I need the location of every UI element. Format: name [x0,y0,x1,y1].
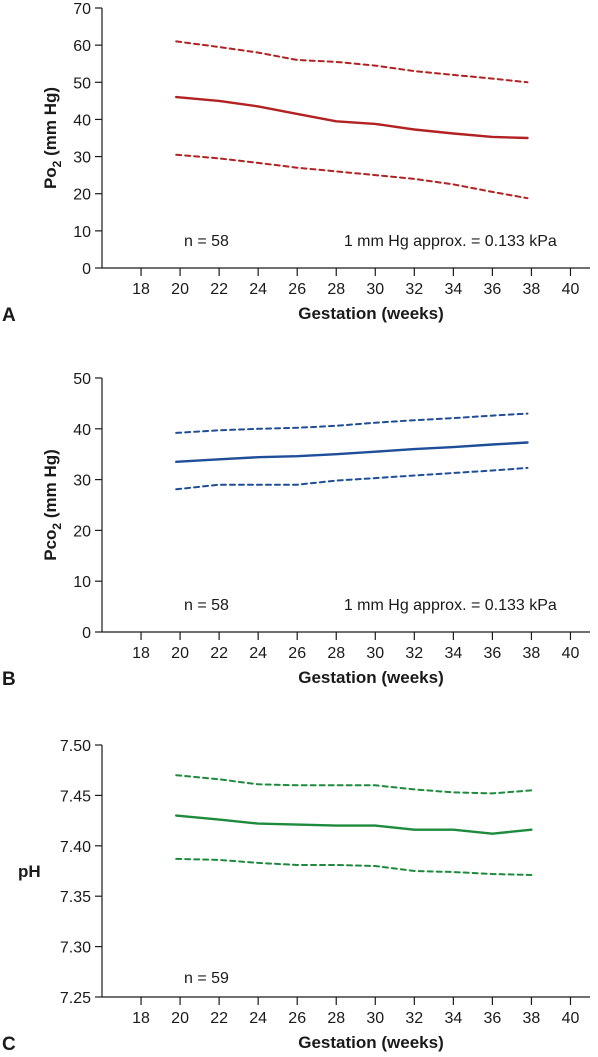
y-tick-label: 30 [73,150,91,167]
x-tick-label: 30 [366,281,384,298]
panel-letter: C [2,1034,16,1055]
annotation-text: 1 mm Hg approx. = 0.133 kPa [344,597,557,614]
x-tick-label: 32 [405,281,423,298]
chart-panel-b: 0 10 20 30 40 50 18 20 22 24 26 28 30 32 34 36 38 40 Gesta… [2,371,590,690]
x-tick-label: 38 [523,281,541,298]
x-tick-label: 28 [327,645,345,662]
y-tick-label: 7.35 [60,889,91,906]
x-tick-label: 18 [132,281,150,298]
y-tick-label: 70 [73,1,91,18]
x-tick-label: 26 [288,1010,306,1027]
x-tick-label: 40 [562,645,580,662]
y-tick-label: 50 [73,75,91,92]
series-line-dashed [175,153,529,200]
x-tick-label: 38 [523,645,541,662]
x-tick-label: 36 [484,645,502,662]
y-tick-label: 30 [73,473,91,490]
x-tick-label: 18 [132,645,150,662]
x-tick-label: 20 [171,281,189,298]
series-line-solid [175,95,529,140]
y-axis-title: Pco2 (mm Hg) [41,449,64,561]
y-tick-label: 60 [73,38,91,55]
x-tick-label: 22 [210,1010,228,1027]
x-tick-label: 34 [444,645,462,662]
x-tick-label: 32 [405,1010,423,1027]
y-axis-title-subscript: 2 [50,160,64,167]
y-tick-label: 7.30 [60,940,91,957]
annotation-text: n = 58 [184,233,229,250]
x-tick-label: 38 [523,1010,541,1027]
series-line-solid [175,814,533,835]
x-tick-label: 22 [210,281,228,298]
x-tick-label: 26 [288,645,306,662]
x-tick-label: 20 [171,1010,189,1027]
x-tick-label: 36 [484,281,502,298]
x-tick-label: 30 [366,645,384,662]
series-line-dashed [175,857,533,876]
y-tick-label: 40 [73,112,91,129]
series-line-dashed [175,40,529,84]
x-tick-label: 26 [288,281,306,298]
x-tick-label: 34 [444,1010,462,1027]
x-tick-label: 40 [562,281,580,298]
y-axis-title-unit: (mm Hg) [41,449,60,523]
y-axis-title-main: Pco [41,530,60,561]
x-tick-label: 24 [249,281,267,298]
chart-panel-a: 0 10 20 30 40 50 60 70 18 20 22 24 26 28 30 32 34 36 38 40 G… [2,1,590,326]
y-tick-label: 50 [73,371,91,388]
y-tick-label: 10 [73,224,91,241]
x-tick-label: 28 [327,281,345,298]
x-axis-title: Gestation (weeks) [298,1033,444,1052]
series-line-dashed [175,774,533,795]
x-axis-title: Gestation (weeks) [298,304,444,323]
x-tick-label: 24 [249,645,267,662]
annotation-text: 1 mm Hg approx. = 0.133 kPa [344,233,557,250]
y-tick-label: 7.45 [60,788,91,805]
x-tick-label: 24 [249,1010,267,1027]
y-tick-label: 0 [82,261,91,278]
x-tick-label: 40 [562,1010,580,1027]
panel-letter: B [2,669,16,690]
y-tick-label: 10 [73,574,91,591]
y-tick-label: 0 [82,625,91,642]
x-tick-label: 18 [132,1010,150,1027]
series-line-dashed [175,412,529,434]
chart-panel-c: 7.25 7.30 7.35 7.40 7.45 7.50 18 20 22 24 26 28 30 32… [2,738,590,1055]
x-tick-label: 30 [366,1010,384,1027]
x-tick-label: 28 [327,1010,345,1027]
series-line-dashed [175,466,529,491]
x-axis-title: Gestation (weeks) [298,668,444,687]
y-axis-title: Po2 (mm Hg) [41,87,64,189]
y-axis-title: pH [18,862,41,881]
x-tick-label: 20 [171,645,189,662]
y-axis-title-main: Po [41,167,60,189]
x-tick-label: 32 [405,645,423,662]
y-tick-label: 7.25 [60,990,91,1007]
annotation-text: n = 58 [184,597,229,614]
y-axis-title-unit: (mm Hg) [41,87,60,161]
panel-letter: A [2,305,16,326]
x-tick-label: 34 [444,281,462,298]
x-tick-label: 22 [210,645,228,662]
y-tick-label: 20 [73,523,91,540]
y-tick-label: 7.50 [60,738,91,755]
y-tick-label: 20 [73,187,91,204]
y-axis-title-subscript: 2 [50,523,64,530]
annotation-text: n = 59 [184,970,229,987]
series-line-solid [175,441,529,463]
y-tick-label: 40 [73,422,91,439]
x-tick-label: 36 [484,1010,502,1027]
y-tick-label: 7.40 [60,839,91,856]
